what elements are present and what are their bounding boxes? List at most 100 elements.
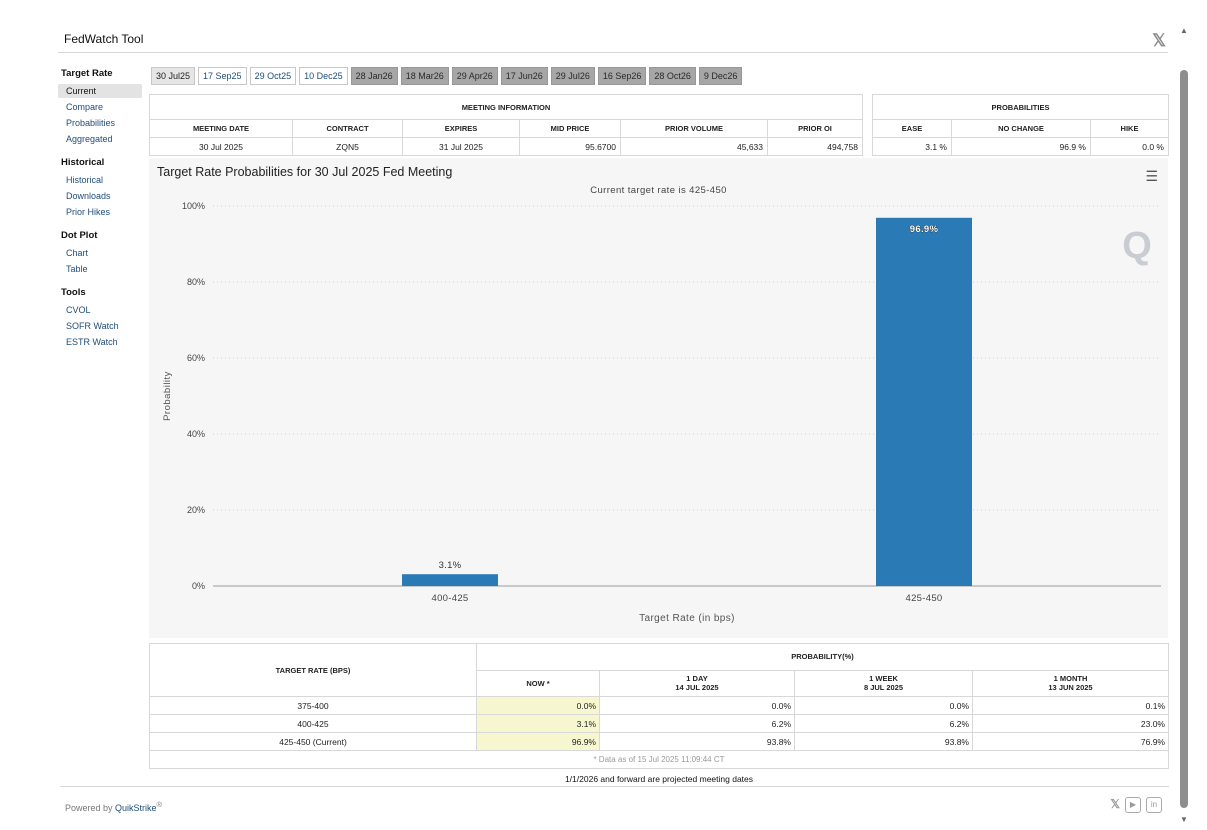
tab-10-dec25[interactable]: 10 Dec25 <box>299 67 348 85</box>
data-label: 3.1% <box>439 560 462 571</box>
x-tick-label: 400-425 <box>432 593 469 604</box>
chart-title: Target Rate Probabilities for 30 Jul 202… <box>157 165 453 179</box>
chart-panel: Target Rate Probabilities for 30 Jul 202… <box>149 158 1168 638</box>
col-1-week: 1 WEEK 8 JUL 2025 <box>794 669 973 697</box>
bar-425-450 <box>876 217 972 586</box>
value-cell: 23.0% <box>972 714 1169 733</box>
tab-29-oct25[interactable]: 29 Oct25 <box>249 67 297 85</box>
sidebar-item-prior-hikes[interactable]: Prior Hikes <box>66 207 111 217</box>
col-contract: CONTRACT <box>292 119 403 138</box>
hike-value: 0.0 % <box>1090 137 1169 156</box>
sidebar-item-chart[interactable]: Chart <box>66 248 89 258</box>
tab-29-apr26[interactable]: 29 Apr26 <box>451 67 498 85</box>
ease-value: 3.1 % <box>872 137 952 156</box>
tab-16-sep26[interactable]: 16 Sep26 <box>597 67 647 85</box>
sidebar-item-compare[interactable]: Compare <box>66 102 104 112</box>
value-cell: 6.2% <box>794 714 973 733</box>
col-ease: EASE <box>872 119 952 138</box>
sidebar-item-historical[interactable]: Historical <box>66 175 104 185</box>
meeting-info-heading: MEETING INFORMATION <box>149 94 863 120</box>
col-mid-price: MID PRICE <box>519 119 621 138</box>
col-now: NOW * <box>476 669 600 697</box>
tab-28-jan26[interactable]: 28 Jan26 <box>350 67 398 85</box>
powered-by: Powered by QuikStrike® <box>65 800 163 813</box>
bar-chart: 0% 20% 40% 60% 80% 100% Probability Target Rate… <box>162 201 1161 624</box>
tab-9-dec26[interactable]: 9 Dec26 <box>698 67 743 85</box>
y-tick-label: 0% <box>192 581 205 591</box>
col-prior-oi: PRIOR OI <box>767 119 863 138</box>
youtube-icon[interactable]: ▶ <box>1125 797 1141 813</box>
footer-divider <box>60 786 1169 787</box>
col-prior-volume: PRIOR VOLUME <box>620 119 768 138</box>
scroll-up-icon[interactable]: ▲ <box>1180 26 1188 35</box>
quikstrike-link[interactable]: QuikStrike <box>115 803 157 813</box>
sidebar-section-title: Historical <box>61 157 105 168</box>
meeting-date-value: 30 Jul 2025 <box>149 137 293 156</box>
sidebar: Target Rate Current Compare Probabilities Ag… <box>58 68 142 360</box>
linkedin-icon[interactable]: in <box>1146 797 1162 813</box>
sidebar-item-aggregated[interactable]: Aggregated <box>66 134 113 144</box>
probability-history-table: TARGET RATE (BPS) PROBABILITY(%) NOW * 1… <box>149 643 1169 769</box>
hamburger-menu-icon[interactable]: ☰ <box>1145 168 1158 184</box>
value-cell: 0.1% <box>972 696 1169 715</box>
scrollbar-thumb[interactable] <box>1180 70 1188 808</box>
mid-price-value: 95.6700 <box>519 137 621 156</box>
col-no-change: NO CHANGE <box>951 119 1091 138</box>
col-1-day: 1 DAY 14 JUL 2025 <box>599 669 795 697</box>
contract-value: ZQN5 <box>292 137 403 156</box>
tab-28-oct26[interactable]: 28 Oct26 <box>649 67 696 85</box>
data-label: 96.9% <box>910 224 939 235</box>
sidebar-item-cvol[interactable]: CVOL <box>66 305 91 315</box>
value-cell: 76.9% <box>972 732 1169 751</box>
tab-18-mar26[interactable]: 18 Mar26 <box>400 67 449 85</box>
sidebar-item-estr-watch[interactable]: ESTR Watch <box>66 337 118 347</box>
x-axis-title: Target Rate (in bps) <box>639 613 735 624</box>
col-1-month: 1 MONTH 13 JUN 2025 <box>972 669 1169 697</box>
sidebar-item-current[interactable]: Current <box>58 84 142 98</box>
value-cell: 0.0% <box>476 696 600 715</box>
bar-400-425 <box>402 574 498 586</box>
tab-17-sep25[interactable]: 17 Sep25 <box>198 67 247 85</box>
value-cell: 6.2% <box>599 714 795 733</box>
col-hike: HIKE <box>1090 119 1169 138</box>
tab-17-jun26[interactable]: 17 Jun26 <box>500 67 548 85</box>
col-probability-group: PROBABILITY(%) <box>476 643 1169 671</box>
rate-cell: 375-400 <box>149 696 477 715</box>
y-tick-label: 100% <box>182 201 205 211</box>
app-title: FedWatch Tool <box>64 32 144 46</box>
tab-29-jul26[interactable]: 29 Jul26 <box>550 67 595 85</box>
data-timestamp-note: * Data as of 15 Jul 2025 11:09:44 CT <box>149 750 1169 769</box>
value-cell: 93.8% <box>599 732 795 751</box>
value-cell: 0.0% <box>794 696 973 715</box>
title-bar: FedWatch Tool 𝕏 <box>58 26 1168 53</box>
sidebar-item-table[interactable]: Table <box>66 264 88 274</box>
sidebar-section-title: Tools <box>61 287 86 298</box>
sidebar-item-downloads[interactable]: Downloads <box>66 191 111 201</box>
y-tick-label: 20% <box>187 505 205 515</box>
scroll-down-icon[interactable]: ▼ <box>1180 815 1188 824</box>
tab-30-jul25[interactable]: 30 Jul25 <box>151 67 196 85</box>
expires-value: 31 Jul 2025 <box>402 137 520 156</box>
meeting-tabs: 30 Jul25 17 Sep25 29 Oct25 10 Dec25 28 Jan26… <box>151 67 743 85</box>
vertical-scrollbar[interactable]: ▲ ▼ <box>1179 26 1189 824</box>
x-logo-icon[interactable]: 𝕏 <box>1152 31 1166 50</box>
value-cell: 0.0% <box>599 696 795 715</box>
table-row: 400-425 3.1% 6.2% 6.2% 23.0% <box>149 714 1169 733</box>
value-cell: 96.9% <box>476 732 600 751</box>
value-cell: 3.1% <box>476 714 600 733</box>
probabilities-table: PROBABILITIES EASE NO CHANGE HIKE 3.1 % … <box>872 94 1169 156</box>
sidebar-section-title: Dot Plot <box>61 230 98 241</box>
value-cell: 93.8% <box>794 732 973 751</box>
sidebar-item-sofr-watch[interactable]: SOFR Watch <box>66 321 119 331</box>
sidebar-item-probabilities[interactable]: Probabilities <box>66 118 116 128</box>
projection-note: 1/1/2026 and forward are projected meeti… <box>564 774 754 784</box>
x-social-icon[interactable]: 𝕏 <box>1110 797 1120 811</box>
col-expires: EXPIRES <box>402 119 520 138</box>
sidebar-spacer <box>58 351 142 360</box>
probabilities-heading: PROBABILITIES <box>872 94 1169 120</box>
no-change-value: 96.9 % <box>951 137 1091 156</box>
x-tick-label: 425-450 <box>906 593 943 604</box>
col-meeting-date: MEETING DATE <box>149 119 293 138</box>
y-tick-label: 80% <box>187 277 205 287</box>
table-row: 425-450 (Current) 96.9% 93.8% 93.8% 76.9… <box>149 732 1169 751</box>
